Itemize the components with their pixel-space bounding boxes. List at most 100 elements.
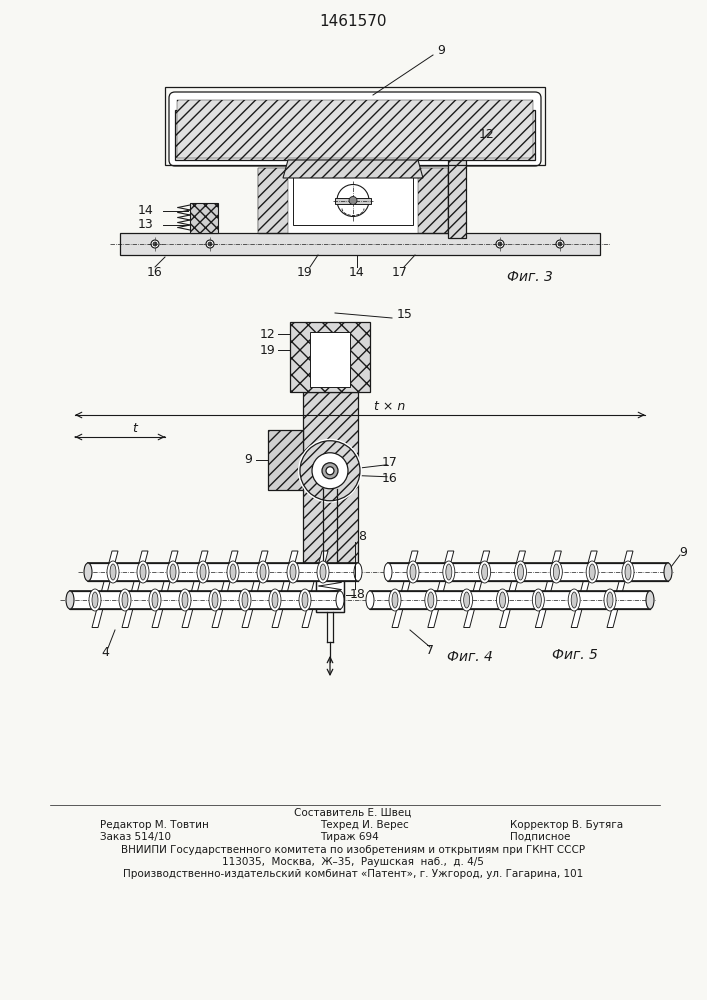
Circle shape xyxy=(208,242,212,246)
Ellipse shape xyxy=(392,592,398,608)
Polygon shape xyxy=(302,551,328,628)
Text: 18: 18 xyxy=(350,588,366,601)
Ellipse shape xyxy=(197,561,209,583)
Bar xyxy=(120,233,600,255)
Text: Производственно-издательский комбинат «Патент», г. Ужгород, ул. Гагарина, 101: Производственно-издательский комбинат «П… xyxy=(123,869,583,879)
Polygon shape xyxy=(152,551,178,628)
Bar xyxy=(88,563,358,581)
Ellipse shape xyxy=(320,564,326,580)
Ellipse shape xyxy=(151,240,159,248)
Ellipse shape xyxy=(317,561,329,583)
Bar xyxy=(388,563,668,581)
Circle shape xyxy=(337,184,369,217)
Polygon shape xyxy=(122,551,148,628)
Ellipse shape xyxy=(389,589,401,611)
Bar xyxy=(293,176,413,225)
Text: 17: 17 xyxy=(382,456,398,469)
Text: Техред И. Верес: Техред И. Верес xyxy=(320,820,409,830)
Ellipse shape xyxy=(287,561,299,583)
Text: 12: 12 xyxy=(479,128,495,141)
Ellipse shape xyxy=(119,589,131,611)
Ellipse shape xyxy=(604,589,616,611)
Ellipse shape xyxy=(568,589,580,611)
Ellipse shape xyxy=(622,561,634,583)
Circle shape xyxy=(298,439,362,503)
Polygon shape xyxy=(212,551,238,628)
Text: 15: 15 xyxy=(397,308,413,322)
Bar xyxy=(448,143,466,238)
Text: 8: 8 xyxy=(358,530,366,544)
Bar xyxy=(190,203,218,233)
Ellipse shape xyxy=(140,564,146,580)
Ellipse shape xyxy=(366,591,374,609)
Ellipse shape xyxy=(550,561,562,583)
Ellipse shape xyxy=(496,240,504,248)
Circle shape xyxy=(312,453,348,489)
Ellipse shape xyxy=(182,592,188,608)
Text: 7: 7 xyxy=(426,644,434,656)
Ellipse shape xyxy=(461,589,473,611)
Bar xyxy=(267,430,303,489)
Ellipse shape xyxy=(137,561,149,583)
Bar xyxy=(370,591,650,609)
Ellipse shape xyxy=(554,564,559,580)
Ellipse shape xyxy=(290,564,296,580)
Polygon shape xyxy=(428,551,454,628)
Ellipse shape xyxy=(500,592,506,608)
Ellipse shape xyxy=(384,563,392,581)
Ellipse shape xyxy=(535,592,542,608)
Ellipse shape xyxy=(84,563,92,581)
Polygon shape xyxy=(283,160,423,178)
Polygon shape xyxy=(242,551,268,628)
Polygon shape xyxy=(92,551,118,628)
Text: Редактор М. Товтин: Редактор М. Товтин xyxy=(100,820,209,830)
Text: Фиг. 4: Фиг. 4 xyxy=(447,650,493,664)
Bar xyxy=(177,100,533,158)
Polygon shape xyxy=(535,551,561,628)
Ellipse shape xyxy=(354,563,362,581)
Text: 12: 12 xyxy=(259,328,275,340)
Text: 16: 16 xyxy=(147,266,163,279)
Text: 113035,  Москва,  Ж–35,  Раушская  наб.,  д. 4/5: 113035, Москва, Ж–35, Раушская наб., д. … xyxy=(222,857,484,867)
Ellipse shape xyxy=(152,592,158,608)
Circle shape xyxy=(498,242,502,246)
Bar xyxy=(175,110,535,160)
Circle shape xyxy=(322,463,338,479)
Ellipse shape xyxy=(179,589,191,611)
Bar xyxy=(303,392,358,567)
Ellipse shape xyxy=(92,592,98,608)
Text: Корректор В. Бутяга: Корректор В. Бутяга xyxy=(510,820,623,830)
Ellipse shape xyxy=(518,564,523,580)
Ellipse shape xyxy=(464,592,469,608)
Ellipse shape xyxy=(336,591,344,609)
Ellipse shape xyxy=(664,563,672,581)
Ellipse shape xyxy=(242,592,248,608)
Polygon shape xyxy=(392,551,418,628)
Circle shape xyxy=(300,441,360,501)
Text: Тираж 694: Тираж 694 xyxy=(320,832,379,842)
Text: 4: 4 xyxy=(101,646,109,658)
Ellipse shape xyxy=(209,589,221,611)
Text: 14: 14 xyxy=(349,266,365,279)
Polygon shape xyxy=(607,551,633,628)
Bar xyxy=(316,577,344,612)
Bar xyxy=(290,322,370,392)
Ellipse shape xyxy=(532,589,544,611)
Ellipse shape xyxy=(446,564,452,580)
FancyBboxPatch shape xyxy=(169,92,541,166)
Bar xyxy=(310,332,350,387)
Ellipse shape xyxy=(646,591,654,609)
Ellipse shape xyxy=(589,564,595,580)
Bar xyxy=(258,168,448,233)
Text: Составитель Е. Швец: Составитель Е. Швец xyxy=(294,808,411,818)
Text: t × n: t × n xyxy=(375,400,406,414)
Bar xyxy=(418,168,448,233)
Text: 9: 9 xyxy=(437,43,445,56)
Ellipse shape xyxy=(479,561,491,583)
Polygon shape xyxy=(272,551,298,628)
Polygon shape xyxy=(571,551,597,628)
Ellipse shape xyxy=(206,240,214,248)
Ellipse shape xyxy=(149,589,161,611)
Text: Подписное: Подписное xyxy=(510,832,571,842)
Ellipse shape xyxy=(625,564,631,580)
